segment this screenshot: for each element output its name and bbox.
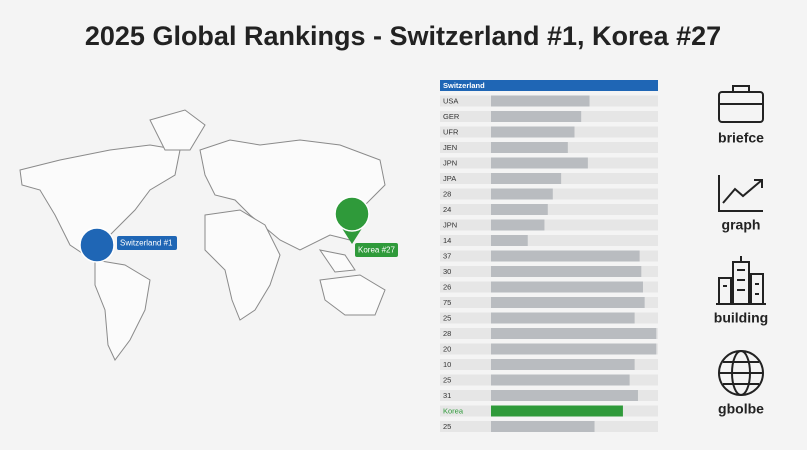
row-label: 28 bbox=[443, 329, 451, 338]
bar bbox=[491, 328, 657, 339]
bar bbox=[491, 281, 643, 293]
bar bbox=[491, 142, 568, 153]
row-label: 25 bbox=[443, 375, 451, 384]
marker bbox=[334, 196, 370, 232]
row-label: 30 bbox=[443, 267, 451, 276]
bar bbox=[491, 390, 638, 401]
bar bbox=[491, 95, 590, 107]
row-label: 28 bbox=[443, 189, 451, 198]
bar bbox=[491, 157, 588, 169]
row-track bbox=[440, 235, 658, 246]
row-label: UFR bbox=[443, 127, 459, 136]
bar bbox=[491, 405, 623, 417]
row-label: Switzerland bbox=[443, 81, 485, 90]
world-map bbox=[19, 109, 386, 361]
row-label: 75 bbox=[443, 298, 451, 307]
bar bbox=[491, 235, 528, 246]
marker-label-bg bbox=[117, 236, 177, 250]
row-label: 26 bbox=[443, 282, 451, 291]
bar bbox=[491, 374, 630, 386]
row-label: USA bbox=[443, 96, 458, 105]
row-label: 25 bbox=[443, 313, 451, 322]
graph-icon bbox=[718, 175, 763, 212]
bar bbox=[491, 111, 582, 122]
marker-label: Switzerland #1 bbox=[120, 239, 173, 248]
row-label: 24 bbox=[443, 205, 451, 214]
marker bbox=[79, 227, 115, 263]
marker-label: Korea #27 bbox=[358, 246, 395, 255]
bar bbox=[491, 266, 642, 277]
bar bbox=[491, 188, 553, 200]
marker-label-bg bbox=[355, 243, 398, 257]
bar bbox=[491, 219, 545, 231]
row-track bbox=[440, 204, 658, 215]
row-label: 37 bbox=[443, 251, 451, 260]
row-label: 10 bbox=[443, 360, 451, 369]
icon-label: building bbox=[714, 310, 768, 326]
bar bbox=[491, 126, 575, 138]
row-label: Korea bbox=[443, 406, 464, 415]
row-label: JPA bbox=[443, 174, 456, 183]
bar bbox=[491, 297, 645, 308]
row-label: 20 bbox=[443, 344, 451, 353]
building-icon bbox=[716, 256, 766, 305]
icon-label: gbolbe bbox=[718, 401, 764, 417]
bar bbox=[491, 250, 640, 262]
bar bbox=[440, 80, 658, 91]
globe-icon bbox=[718, 350, 764, 396]
bar bbox=[491, 312, 635, 324]
row-label: 14 bbox=[443, 236, 451, 245]
bar bbox=[491, 359, 635, 370]
icon-label: briefce bbox=[718, 130, 764, 146]
row-label: JPN bbox=[443, 158, 457, 167]
bar bbox=[491, 173, 562, 184]
icon-label: graph bbox=[722, 217, 761, 233]
row-label: JPN bbox=[443, 220, 457, 229]
briefcase-icon bbox=[718, 85, 764, 123]
bar bbox=[491, 343, 657, 355]
bar bbox=[491, 421, 595, 432]
row-label: 31 bbox=[443, 391, 451, 400]
row-label: 25 bbox=[443, 422, 451, 431]
title: 2025 Global Rankings - Switzerland #1, K… bbox=[85, 21, 721, 51]
bar bbox=[491, 204, 548, 215]
row-label: GER bbox=[443, 112, 460, 121]
row-label: JEN bbox=[443, 143, 457, 152]
row-track bbox=[440, 219, 658, 231]
